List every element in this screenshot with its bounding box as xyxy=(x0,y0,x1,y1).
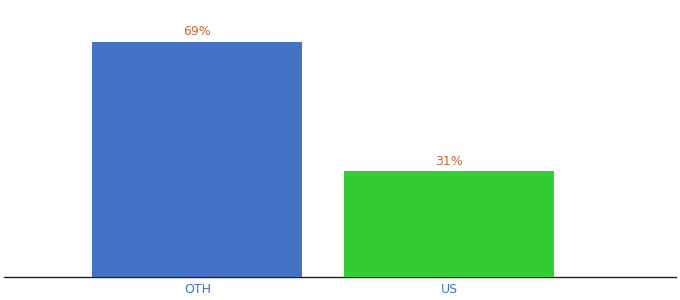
Text: 69%: 69% xyxy=(184,25,211,38)
Text: 31%: 31% xyxy=(435,155,463,168)
Bar xyxy=(92,42,302,277)
Bar xyxy=(344,171,554,277)
